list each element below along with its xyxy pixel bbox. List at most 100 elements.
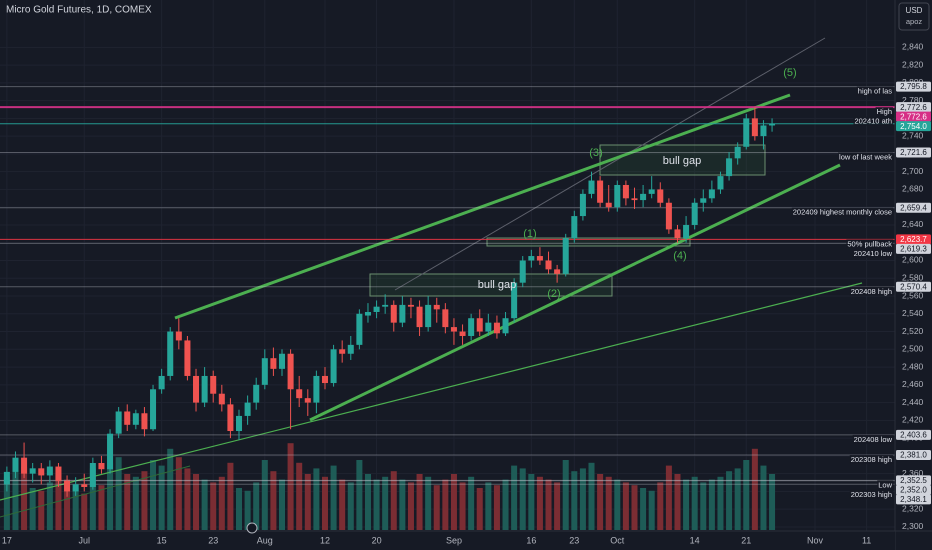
volume-bar xyxy=(562,460,569,530)
x-tick-label: 21 xyxy=(741,535,751,545)
candle-body xyxy=(201,375,208,403)
candle-body xyxy=(433,304,440,310)
candle-body xyxy=(416,306,423,328)
candle-body xyxy=(175,331,182,341)
trend-line xyxy=(309,163,841,422)
volume-bar xyxy=(528,474,535,530)
candle-body xyxy=(321,375,328,384)
logo-icon[interactable] xyxy=(246,522,258,534)
volume-bar xyxy=(700,482,707,530)
volume-bar xyxy=(330,465,337,530)
y-tick-label: 2,560 xyxy=(902,290,924,300)
candle-body xyxy=(313,375,320,403)
annotations: (5) (3) (1) (2) (4) bull gap bull gap xyxy=(478,67,797,300)
volume-bar xyxy=(46,482,53,530)
volume-bar xyxy=(373,479,380,530)
y-tick-label: 2,740 xyxy=(902,130,924,140)
volume-bar xyxy=(734,468,741,530)
volume-bar xyxy=(3,476,10,530)
candle-body xyxy=(708,189,715,199)
volume-bar xyxy=(691,476,698,530)
candle-body xyxy=(107,433,114,470)
volume-bar xyxy=(21,467,28,530)
x-tick-label: 16 xyxy=(526,535,536,545)
price-box xyxy=(896,202,931,213)
y-tick-label: 2,820 xyxy=(902,59,924,69)
volume-bar xyxy=(597,474,604,530)
volume-bar xyxy=(132,476,139,530)
volume-bar xyxy=(622,482,629,530)
volume-bar xyxy=(55,474,62,530)
candle-body xyxy=(450,327,457,332)
volume-bar xyxy=(545,479,552,530)
x-tick-label: 23 xyxy=(208,535,218,545)
volume-bar xyxy=(743,460,750,530)
candle-body xyxy=(330,349,337,384)
candle-body xyxy=(89,462,96,487)
volume-bar xyxy=(588,462,595,530)
volume-bar xyxy=(124,474,131,530)
level-name: High xyxy=(877,107,892,116)
volume-bar xyxy=(218,476,225,530)
price-box-label: 2,619.3 xyxy=(900,245,927,254)
price-box-label: 2,754.0 xyxy=(900,122,927,131)
wave-label: (5) xyxy=(783,67,796,79)
volume-bar xyxy=(98,485,105,530)
candle-body xyxy=(468,318,475,336)
x-tick-label: Oct xyxy=(610,535,625,545)
candle-body xyxy=(278,353,286,369)
volume-bar xyxy=(313,468,320,530)
volume-bar xyxy=(261,460,268,530)
price-box-label: 2,623.7 xyxy=(900,235,927,244)
y-tick-label: 2,840 xyxy=(902,42,924,52)
level-name: 50% pullback xyxy=(847,239,892,248)
volume-bar xyxy=(399,479,406,530)
price-box-label: 2,772.6 xyxy=(900,103,927,112)
volume-bar xyxy=(270,471,277,530)
volume-bar xyxy=(554,482,561,530)
candle-body xyxy=(519,260,526,283)
currency[interactable]: USD xyxy=(906,6,923,15)
candle-body xyxy=(631,198,638,201)
candle-body xyxy=(339,349,346,354)
volume-bar xyxy=(193,474,200,530)
wave-label: (1) xyxy=(523,228,536,240)
y-tick-label: 2,520 xyxy=(902,326,924,336)
y-tick-label: 2,580 xyxy=(902,273,924,283)
price-box-label: 2,570.4 xyxy=(900,282,927,291)
candle-body xyxy=(614,184,621,208)
trend-line xyxy=(0,282,863,501)
volume-bar xyxy=(244,490,251,530)
volume-bar xyxy=(89,468,96,530)
volume-bar xyxy=(141,471,148,530)
volume-bar xyxy=(184,468,191,530)
level-name-bg xyxy=(849,489,893,499)
volume-bar xyxy=(107,462,114,530)
y-tick-label: 2,460 xyxy=(902,379,924,389)
volume-bar xyxy=(760,465,767,530)
volume-bar xyxy=(493,485,500,530)
y-tick-label: 2,780 xyxy=(902,95,924,105)
volume-bar xyxy=(201,479,208,530)
candle-body xyxy=(640,193,647,201)
candle-body xyxy=(425,304,432,328)
x-tick-label: 15 xyxy=(157,535,167,545)
currency-button[interactable] xyxy=(898,2,930,31)
candle-body xyxy=(536,256,543,261)
gap-box xyxy=(486,237,691,247)
candle-body xyxy=(700,198,707,203)
price-box xyxy=(896,281,931,292)
x-tick-label: 17 xyxy=(2,535,12,545)
x-tick-label: Jul xyxy=(78,535,90,545)
volume-bar xyxy=(287,443,294,530)
candle-body xyxy=(46,466,53,476)
candle-body xyxy=(554,269,561,274)
candle-body xyxy=(21,457,28,474)
volume-bar xyxy=(236,488,243,530)
candle-body xyxy=(227,404,234,432)
x-tick-label: Aug xyxy=(257,535,273,545)
candle-body xyxy=(150,389,157,430)
volume-bar xyxy=(407,482,414,530)
